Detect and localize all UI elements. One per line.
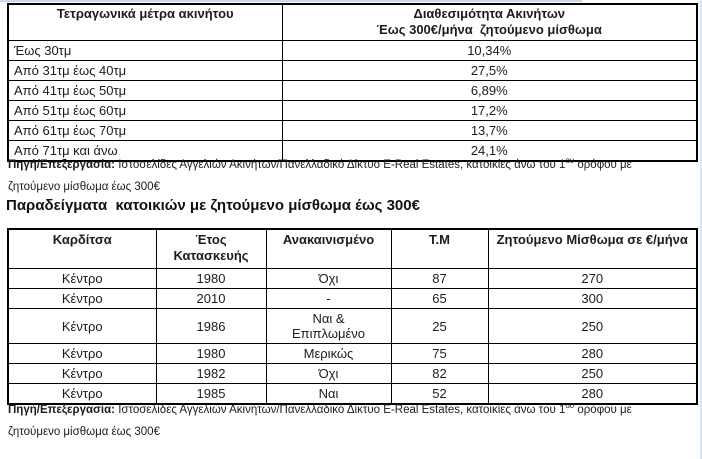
size-range-cell: Από 51τμ έως 60τμ bbox=[7, 100, 283, 121]
source-note-prefix: Πηγή/Επεξεργασία: bbox=[8, 159, 115, 171]
header-renovated: Ανακαινισμένο bbox=[265, 228, 392, 269]
header-sqm: Τ.Μ bbox=[390, 228, 489, 269]
table-row: Από 51τμ έως 60τμ 17,2% bbox=[7, 100, 698, 121]
table-row: Από 61τμ έως 70τμ 13,7% bbox=[7, 120, 698, 141]
availability-cell: 24,1% bbox=[281, 140, 698, 162]
size-range-cell: Από 41τμ έως 50τμ bbox=[7, 80, 283, 101]
source-note-line2: ζητούμενο μίσθωμα έως 300€ bbox=[8, 181, 160, 193]
table-row: Από 41τμ έως 50τμ 6,89% bbox=[7, 80, 698, 101]
size-range-cell: Έως 30τμ bbox=[7, 40, 283, 61]
source-note-body: Ιστοσελίδες Αγγελιών Ακινήτων/Πανελλαδικ… bbox=[115, 159, 566, 171]
source-note-line1: Πηγή/Επεξεργασία: Ιστοσελίδες Αγγελιών Α… bbox=[8, 401, 688, 417]
rent-cell: 280 bbox=[487, 383, 698, 405]
size-range-cell: Από 61τμ έως 70τμ bbox=[7, 120, 283, 141]
availability-table: Τετραγωνικά μέτρα ακινήτου Διαθεσιμότητα… bbox=[7, 3, 698, 162]
ordinal-superscript: ου bbox=[565, 401, 575, 411]
availability-cell: 6,89% bbox=[281, 80, 698, 101]
table-row: Κέντρο 1986 Ναι & Επιπλωμένο 25 250 bbox=[7, 308, 698, 344]
area-cell: Κέντρο bbox=[7, 268, 157, 289]
renovated-cell: - bbox=[265, 288, 392, 309]
table-row: Κέντρο 1980 Μερικώς 75 280 bbox=[7, 343, 698, 364]
area-cell: Κέντρο bbox=[7, 343, 157, 364]
header-square-meters: Τετραγωνικά μέτρα ακινήτου bbox=[7, 3, 283, 41]
source-note-body: Ιστοσελίδες Αγγελιών Ακινήτων/Πανελλαδικ… bbox=[115, 404, 566, 416]
area-cell: Κέντρο bbox=[7, 288, 157, 309]
examples-table: Καρδίτσα Έτος Κατασκευής Ανακαινισμένο Τ… bbox=[7, 228, 698, 405]
availability-cell: 10,34% bbox=[281, 40, 698, 61]
sqm-cell: 52 bbox=[390, 383, 489, 405]
size-range-cell: Από 71τμ και άνω bbox=[7, 140, 283, 162]
year-cell: 1980 bbox=[155, 343, 267, 364]
rent-cell: 250 bbox=[487, 363, 698, 384]
year-cell: 1982 bbox=[155, 363, 267, 384]
rent-cell: 270 bbox=[487, 268, 698, 289]
renovated-cell: Μερικώς bbox=[265, 343, 392, 364]
year-cell: 1986 bbox=[155, 308, 267, 344]
area-cell: Κέντρο bbox=[7, 308, 157, 344]
sqm-cell: 82 bbox=[390, 363, 489, 384]
size-range-cell: Από 31τμ έως 40τμ bbox=[7, 60, 283, 81]
availability-cell: 13,7% bbox=[281, 120, 698, 141]
source-note-body-end: ορόφου με bbox=[574, 159, 632, 171]
rent-cell: 300 bbox=[487, 288, 698, 309]
source-note-prefix: Πηγή/Επεξεργασία: bbox=[8, 404, 115, 416]
header-rent: Ζητούμενο Μίσθωμα σε €/μήνα bbox=[487, 228, 698, 269]
source-note: Πηγή/Επεξεργασία: Ιστοσελίδες Αγγελιών Α… bbox=[8, 156, 688, 194]
sqm-cell: 87 bbox=[390, 268, 489, 289]
year-cell: 2010 bbox=[155, 288, 267, 309]
renovated-cell: Όχι bbox=[265, 268, 392, 289]
sqm-cell: 65 bbox=[390, 288, 489, 309]
header-year: Έτος Κατασκευής bbox=[155, 228, 267, 269]
table-row: Από 31τμ έως 40τμ 27,5% bbox=[7, 60, 698, 81]
area-cell: Κέντρο bbox=[7, 383, 157, 405]
screenshot-artifact-top bbox=[0, 0, 582, 2]
header-availability: Διαθεσιμότητα Ακινήτων Έως 300€/μήνα ζητ… bbox=[281, 3, 698, 41]
area-cell: Κέντρο bbox=[7, 363, 157, 384]
section-heading: Παραδείγματα κατοικιών με ζητούμενο μίσθ… bbox=[6, 197, 420, 214]
source-note-body-end: ορόφου με bbox=[574, 404, 632, 416]
availability-cell: 17,2% bbox=[281, 100, 698, 121]
table-header-row: Τετραγωνικά μέτρα ακινήτου Διαθεσιμότητα… bbox=[7, 3, 698, 41]
rent-cell: 250 bbox=[487, 308, 698, 344]
table-row: Κέντρο 1985 Ναι 52 280 bbox=[7, 383, 698, 405]
year-cell: 1980 bbox=[155, 268, 267, 289]
rent-cell: 280 bbox=[487, 343, 698, 364]
table-row: Κέντρο 1980 Όχι 87 270 bbox=[7, 268, 698, 289]
source-note: Πηγή/Επεξεργασία: Ιστοσελίδες Αγγελιών Α… bbox=[8, 401, 688, 439]
year-cell: 1985 bbox=[155, 383, 267, 405]
table-row: Κέντρο 1982 Όχι 82 250 bbox=[7, 363, 698, 384]
renovated-cell: Ναι bbox=[265, 383, 392, 405]
table-row: Κέντρο 2010 - 65 300 bbox=[7, 288, 698, 309]
renovated-cell: Ναι & Επιπλωμένο bbox=[265, 308, 392, 344]
table-row: Από 71τμ και άνω 24,1% bbox=[7, 140, 698, 162]
table-header-row: Καρδίτσα Έτος Κατασκευής Ανακαινισμένο Τ… bbox=[7, 228, 698, 269]
header-city: Καρδίτσα bbox=[7, 228, 157, 269]
sqm-cell: 25 bbox=[390, 308, 489, 344]
table-row: Έως 30τμ 10,34% bbox=[7, 40, 698, 61]
availability-cell: 27,5% bbox=[281, 60, 698, 81]
source-note-line1: Πηγή/Επεξεργασία: Ιστοσελίδες Αγγελιών Α… bbox=[8, 156, 688, 172]
sqm-cell: 75 bbox=[390, 343, 489, 364]
screenshot-artifact-right bbox=[700, 0, 702, 459]
renovated-cell: Όχι bbox=[265, 363, 392, 384]
source-note-line2: ζητούμενο μίσθωμα έως 300€ bbox=[8, 426, 160, 438]
ordinal-superscript: ου bbox=[565, 156, 575, 166]
